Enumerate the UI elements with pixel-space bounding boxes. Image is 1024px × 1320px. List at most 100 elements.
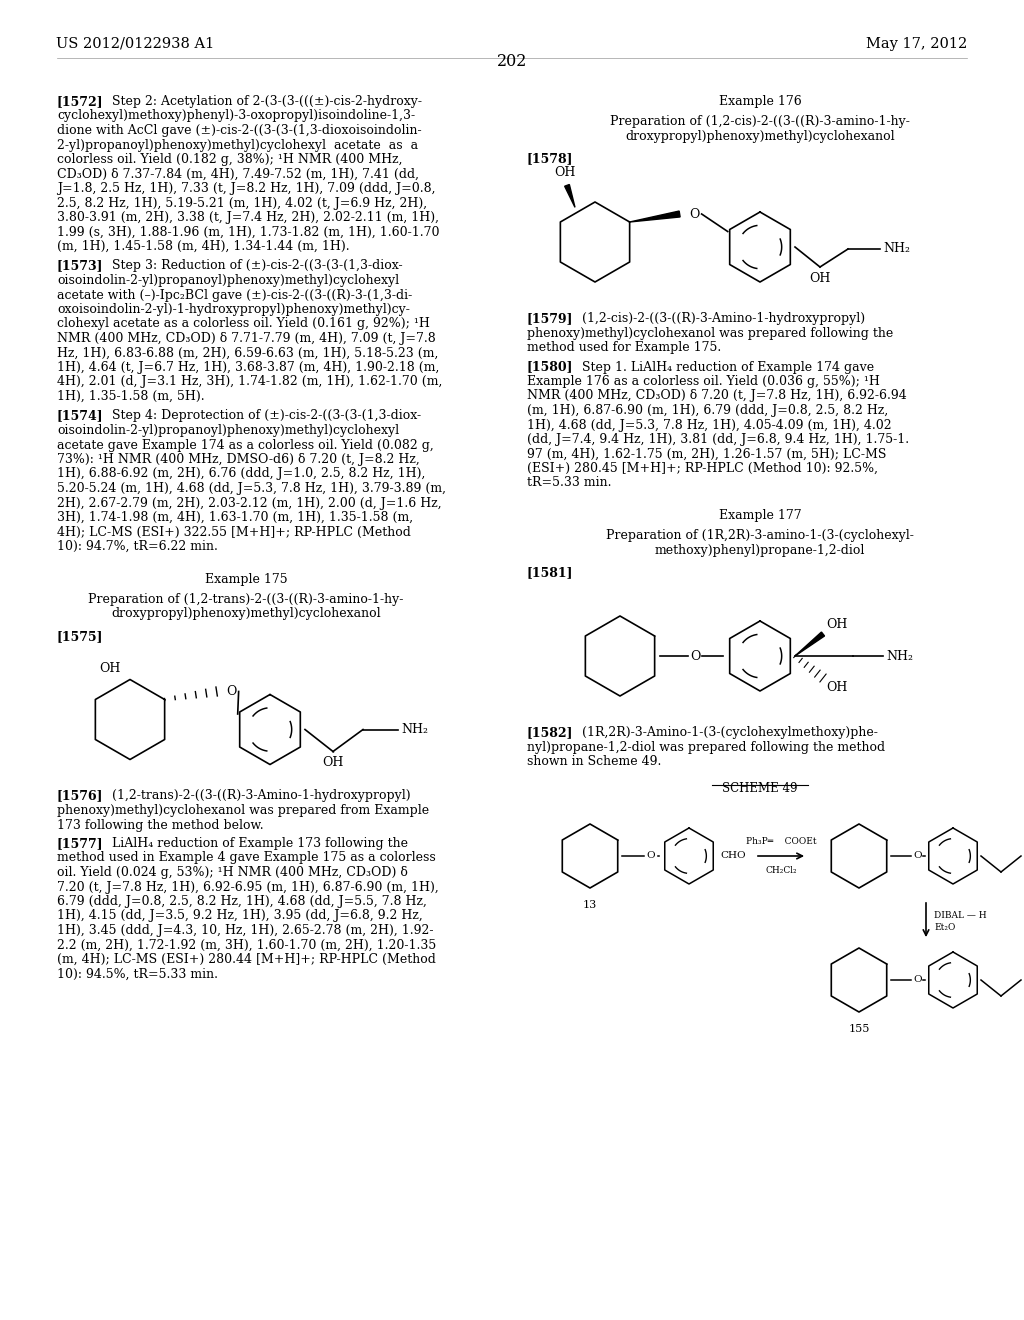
Text: phenoxy)methyl)cyclohexanol was prepared following the: phenoxy)methyl)cyclohexanol was prepared…	[527, 326, 893, 339]
Text: tR=5.33 min.: tR=5.33 min.	[527, 477, 611, 490]
Text: Example 177: Example 177	[719, 510, 802, 521]
Text: method used in Example 4 gave Example 175 as a colorless: method used in Example 4 gave Example 17…	[57, 851, 436, 865]
Text: 1H), 1.35-1.58 (m, 5H).: 1H), 1.35-1.58 (m, 5H).	[57, 389, 205, 403]
Text: dione with AcCl gave (±)-cis-2-((3-(3-(1,3-dioxoisoindolin-: dione with AcCl gave (±)-cis-2-((3-(3-(1…	[57, 124, 422, 137]
Text: Hz, 1H), 6.83-6.88 (m, 2H), 6.59-6.63 (m, 1H), 5.18-5.23 (m,: Hz, 1H), 6.83-6.88 (m, 2H), 6.59-6.63 (m…	[57, 346, 438, 359]
Text: O: O	[690, 649, 700, 663]
Text: NH₂: NH₂	[401, 723, 428, 737]
Text: Ph₃P═    COOEt: Ph₃P═ COOEt	[745, 837, 816, 846]
Text: 1H), 6.88-6.92 (m, 2H), 6.76 (ddd, J=1.0, 2.5, 8.2 Hz, 1H),: 1H), 6.88-6.92 (m, 2H), 6.76 (ddd, J=1.0…	[57, 467, 425, 480]
Text: 1H), 4.15 (dd, J=3.5, 9.2 Hz, 1H), 3.95 (dd, J=6.8, 9.2 Hz,: 1H), 4.15 (dd, J=3.5, 9.2 Hz, 1H), 3.95 …	[57, 909, 423, 923]
Text: OH: OH	[99, 661, 121, 675]
Text: nyl)propane-1,2-diol was prepared following the method: nyl)propane-1,2-diol was prepared follow…	[527, 741, 885, 754]
Text: acetate gave Example 174 as a colorless oil. Yield (0.082 g,: acetate gave Example 174 as a colorless …	[57, 438, 434, 451]
Text: Preparation of (1,2-cis)-2-((3-((R)-3-amino-1-hy-: Preparation of (1,2-cis)-2-((3-((R)-3-am…	[610, 116, 910, 128]
Text: (1,2-cis)-2-((3-((R)-3-Amino-1-hydroxypropyl): (1,2-cis)-2-((3-((R)-3-Amino-1-hydroxypr…	[582, 312, 865, 325]
Text: 2.5, 8.2 Hz, 1H), 5.19-5.21 (m, 1H), 4.02 (t, J=6.9 Hz, 2H),: 2.5, 8.2 Hz, 1H), 5.19-5.21 (m, 1H), 4.0…	[57, 197, 427, 210]
Text: Example 175: Example 175	[205, 573, 288, 586]
Text: NMR (400 MHz, CD₃OD) δ 7.71-7.79 (m, 4H), 7.09 (t, J=7.8: NMR (400 MHz, CD₃OD) δ 7.71-7.79 (m, 4H)…	[57, 333, 436, 345]
Text: CH₂Cl₂: CH₂Cl₂	[765, 866, 797, 875]
Polygon shape	[795, 632, 824, 656]
Text: NMR (400 MHz, CD₃OD) δ 7.20 (t, J=7.8 Hz, 1H), 6.92-6.94: NMR (400 MHz, CD₃OD) δ 7.20 (t, J=7.8 Hz…	[527, 389, 906, 403]
Text: 7.20 (t, J=7.8 Hz, 1H), 6.92-6.95 (m, 1H), 6.87-6.90 (m, 1H),: 7.20 (t, J=7.8 Hz, 1H), 6.92-6.95 (m, 1H…	[57, 880, 438, 894]
Text: OH: OH	[826, 618, 848, 631]
Text: 10): 94.7%, tR=6.22 min.: 10): 94.7%, tR=6.22 min.	[57, 540, 218, 553]
Text: 4H), 2.01 (d, J=3.1 Hz, 3H), 1.74-1.82 (m, 1H), 1.62-1.70 (m,: 4H), 2.01 (d, J=3.1 Hz, 3H), 1.74-1.82 (…	[57, 375, 442, 388]
Text: acetate with (–)-Ipc₂BCl gave (±)-cis-2-((3-((R)-3-(1,3-di-: acetate with (–)-Ipc₂BCl gave (±)-cis-2-…	[57, 289, 413, 301]
Text: oisoindolin-2-yl)propanoyl)phenoxy)methyl)cyclohexyl: oisoindolin-2-yl)propanoyl)phenoxy)methy…	[57, 275, 399, 286]
Text: [1573]: [1573]	[57, 260, 103, 272]
Text: LiAlH₄ reduction of Example 173 following the: LiAlH₄ reduction of Example 173 followin…	[112, 837, 408, 850]
Text: 2.2 (m, 2H), 1.72-1.92 (m, 3H), 1.60-1.70 (m, 2H), 1.20-1.35: 2.2 (m, 2H), 1.72-1.92 (m, 3H), 1.60-1.7…	[57, 939, 436, 952]
Text: 1.99 (s, 3H), 1.88-1.96 (m, 1H), 1.73-1.82 (m, 1H), 1.60-1.70: 1.99 (s, 3H), 1.88-1.96 (m, 1H), 1.73-1.…	[57, 226, 439, 239]
Text: O: O	[226, 685, 237, 698]
Text: clohexyl acetate as a colorless oil. Yield (0.161 g, 92%); ¹H: clohexyl acetate as a colorless oil. Yie…	[57, 318, 430, 330]
Text: [1575]: [1575]	[57, 630, 103, 643]
Text: O: O	[913, 851, 922, 861]
Text: US 2012/0122938 A1: US 2012/0122938 A1	[56, 37, 215, 51]
Text: phenoxy)methyl)cyclohexanol was prepared from Example: phenoxy)methyl)cyclohexanol was prepared…	[57, 804, 429, 817]
Text: 4H); LC-MS (ESI+) 322.55 [M+H]+; RP-HPLC (Method: 4H); LC-MS (ESI+) 322.55 [M+H]+; RP-HPLC…	[57, 525, 411, 539]
Text: Example 176: Example 176	[719, 95, 802, 108]
Text: 202: 202	[497, 53, 527, 70]
Text: 6.79 (ddd, J=0.8, 2.5, 8.2 Hz, 1H), 4.68 (dd, J=5.5, 7.8 Hz,: 6.79 (ddd, J=0.8, 2.5, 8.2 Hz, 1H), 4.68…	[57, 895, 427, 908]
Text: (ESI+) 280.45 [M+H]+; RP-HPLC (Method 10): 92.5%,: (ESI+) 280.45 [M+H]+; RP-HPLC (Method 10…	[527, 462, 878, 475]
Text: 13: 13	[583, 900, 597, 909]
Text: oisoindolin-2-yl)propanoyl)phenoxy)methyl)cyclohexyl: oisoindolin-2-yl)propanoyl)phenoxy)methy…	[57, 424, 399, 437]
Text: methoxy)phenyl)propane-1,2-diol: methoxy)phenyl)propane-1,2-diol	[654, 544, 865, 557]
Text: 73%): ¹H NMR (400 MHz, DMSO-d6) δ 7.20 (t, J=8.2 Hz,: 73%): ¹H NMR (400 MHz, DMSO-d6) δ 7.20 (…	[57, 453, 420, 466]
Text: (1,2-trans)-2-((3-((R)-3-Amino-1-hydroxypropyl): (1,2-trans)-2-((3-((R)-3-Amino-1-hydroxy…	[112, 789, 411, 803]
Text: Step 3: Reduction of (±)-cis-2-((3-(3-(1,3-diox-: Step 3: Reduction of (±)-cis-2-((3-(3-(1…	[112, 260, 402, 272]
Text: (m, 1H), 1.45-1.58 (m, 4H), 1.34-1.44 (m, 1H).: (m, 1H), 1.45-1.58 (m, 4H), 1.34-1.44 (m…	[57, 240, 349, 253]
Text: DIBAL — H: DIBAL — H	[934, 911, 987, 920]
Text: 173 following the method below.: 173 following the method below.	[57, 818, 263, 832]
Text: droxypropyl)phenoxy)methyl)cyclohexanol: droxypropyl)phenoxy)methyl)cyclohexanol	[626, 129, 895, 143]
Text: O: O	[646, 851, 654, 861]
Text: May 17, 2012: May 17, 2012	[866, 37, 968, 51]
Text: Step 4: Deprotection of (±)-cis-2-((3-(3-(1,3-diox-: Step 4: Deprotection of (±)-cis-2-((3-(3…	[112, 409, 421, 422]
Text: 3.80-3.91 (m, 2H), 3.38 (t, J=7.4 Hz, 2H), 2.02-2.11 (m, 1H),: 3.80-3.91 (m, 2H), 3.38 (t, J=7.4 Hz, 2H…	[57, 211, 439, 224]
Text: 2H), 2.67-2.79 (m, 2H), 2.03-2.12 (m, 1H), 2.00 (d, J=1.6 Hz,: 2H), 2.67-2.79 (m, 2H), 2.03-2.12 (m, 1H…	[57, 496, 441, 510]
Text: 1H), 3.45 (ddd, J=4.3, 10, Hz, 1H), 2.65-2.78 (m, 2H), 1.92-: 1H), 3.45 (ddd, J=4.3, 10, Hz, 1H), 2.65…	[57, 924, 433, 937]
Text: Step 2: Acetylation of 2-(3-(3-(((±)-cis-2-hydroxy-: Step 2: Acetylation of 2-(3-(3-(((±)-cis…	[112, 95, 422, 108]
Text: J=1.8, 2.5 Hz, 1H), 7.33 (t, J=8.2 Hz, 1H), 7.09 (ddd, J=0.8,: J=1.8, 2.5 Hz, 1H), 7.33 (t, J=8.2 Hz, 1…	[57, 182, 435, 195]
Text: 2-yl)propanoyl)phenoxy)methyl)cyclohexyl  acetate  as  a: 2-yl)propanoyl)phenoxy)methyl)cyclohexyl…	[57, 139, 418, 152]
Text: [1579]: [1579]	[527, 312, 573, 325]
Text: Preparation of (1,2-trans)-2-((3-((R)-3-amino-1-hy-: Preparation of (1,2-trans)-2-((3-((R)-3-…	[88, 593, 403, 606]
Text: shown in Scheme 49.: shown in Scheme 49.	[527, 755, 662, 768]
Text: colorless oil. Yield (0.182 g, 38%); ¹H NMR (400 MHz,: colorless oil. Yield (0.182 g, 38%); ¹H …	[57, 153, 402, 166]
Text: OH: OH	[826, 681, 848, 694]
Text: cyclohexyl)methoxy)phenyl)-3-oxopropyl)isoindoline-1,3-: cyclohexyl)methoxy)phenyl)-3-oxopropyl)i…	[57, 110, 415, 123]
Text: CHO: CHO	[720, 851, 745, 861]
Text: Example 176 as a colorless oil. Yield (0.036 g, 55%); ¹H: Example 176 as a colorless oil. Yield (0…	[527, 375, 880, 388]
Text: SCHEME 49: SCHEME 49	[722, 781, 798, 795]
Text: oil. Yield (0.024 g, 53%); ¹H NMR (400 MHz, CD₃OD) δ: oil. Yield (0.024 g, 53%); ¹H NMR (400 M…	[57, 866, 408, 879]
Text: droxypropyl)phenoxy)methyl)cyclohexanol: droxypropyl)phenoxy)methyl)cyclohexanol	[112, 607, 381, 620]
Text: (dd, J=7.4, 9.4 Hz, 1H), 3.81 (dd, J=6.8, 9.4 Hz, 1H), 1.75-1.: (dd, J=7.4, 9.4 Hz, 1H), 3.81 (dd, J=6.8…	[527, 433, 909, 446]
Text: 1H), 4.68 (dd, J=5.3, 7.8 Hz, 1H), 4.05-4.09 (m, 1H), 4.02: 1H), 4.68 (dd, J=5.3, 7.8 Hz, 1H), 4.05-…	[527, 418, 892, 432]
Text: [1577]: [1577]	[57, 837, 103, 850]
Text: NH₂: NH₂	[886, 649, 913, 663]
Text: [1574]: [1574]	[57, 409, 103, 422]
Text: 155: 155	[848, 1024, 869, 1034]
Text: O: O	[689, 207, 700, 220]
Text: [1581]: [1581]	[527, 566, 573, 579]
Text: method used for Example 175.: method used for Example 175.	[527, 341, 721, 354]
Polygon shape	[630, 211, 680, 222]
Text: 5.20-5.24 (m, 1H), 4.68 (dd, J=5.3, 7.8 Hz, 1H), 3.79-3.89 (m,: 5.20-5.24 (m, 1H), 4.68 (dd, J=5.3, 7.8 …	[57, 482, 446, 495]
Text: [1578]: [1578]	[527, 153, 573, 165]
Text: (1R,2R)-3-Amino-1-(3-(cyclohexylmethoxy)phe-: (1R,2R)-3-Amino-1-(3-(cyclohexylmethoxy)…	[582, 726, 878, 739]
Text: oxoisoindolin-2-yl)-1-hydroxypropyl)phenoxy)methyl)cy-: oxoisoindolin-2-yl)-1-hydroxypropyl)phen…	[57, 304, 410, 315]
Text: Et₂O: Et₂O	[934, 924, 955, 932]
Polygon shape	[564, 185, 575, 207]
Text: Preparation of (1R,2R)-3-amino-1-(3-(cyclohexyl-: Preparation of (1R,2R)-3-amino-1-(3-(cyc…	[606, 529, 914, 543]
Text: O: O	[913, 975, 922, 985]
Text: [1576]: [1576]	[57, 789, 103, 803]
Text: 10): 94.5%, tR=5.33 min.: 10): 94.5%, tR=5.33 min.	[57, 968, 218, 981]
Text: [1580]: [1580]	[527, 360, 573, 374]
Text: OH: OH	[554, 166, 575, 180]
Text: NH₂: NH₂	[883, 243, 910, 256]
Text: CD₃OD) δ 7.37-7.84 (m, 4H), 7.49-7.52 (m, 1H), 7.41 (dd,: CD₃OD) δ 7.37-7.84 (m, 4H), 7.49-7.52 (m…	[57, 168, 419, 181]
Text: OH: OH	[323, 756, 344, 770]
Text: 3H), 1.74-1.98 (m, 4H), 1.63-1.70 (m, 1H), 1.35-1.58 (m,: 3H), 1.74-1.98 (m, 4H), 1.63-1.70 (m, 1H…	[57, 511, 413, 524]
